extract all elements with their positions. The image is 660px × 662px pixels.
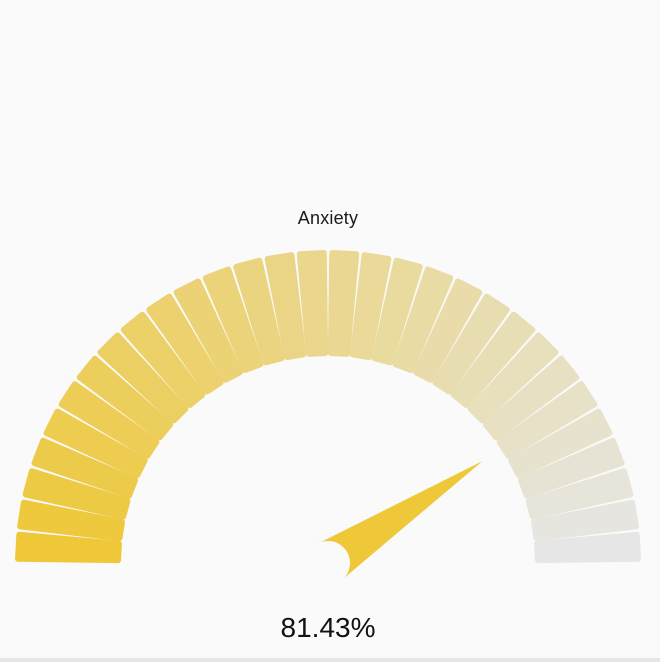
gauge-segment xyxy=(534,531,641,564)
gauge-segment xyxy=(173,278,243,383)
gauge-segment xyxy=(31,437,139,499)
gauge-segment xyxy=(97,332,189,424)
gauge-segment xyxy=(146,293,224,395)
gauge-segment xyxy=(17,499,126,542)
gauge-segment xyxy=(525,468,634,520)
gauge-segment xyxy=(392,266,454,374)
gauge-segment xyxy=(432,293,510,395)
gauge-segment xyxy=(482,355,580,441)
gauge-segment xyxy=(371,257,423,366)
gauge-value-label: 81.43% xyxy=(280,612,376,643)
gauge-segment xyxy=(22,468,131,520)
gauge-segments xyxy=(15,250,641,564)
gauge-segment xyxy=(496,381,598,459)
gauge-segment xyxy=(264,252,307,361)
gauge-segment xyxy=(530,499,639,542)
gauge-segment xyxy=(327,250,360,357)
gauge-segment xyxy=(202,266,264,374)
gauge-segment xyxy=(517,437,625,499)
gauge-segment xyxy=(233,257,285,366)
gauge-segment xyxy=(349,252,392,361)
gauge-segment xyxy=(58,381,160,459)
gauge-segment xyxy=(508,408,613,478)
gauge-segment xyxy=(120,311,206,409)
gauge-segment xyxy=(413,278,483,383)
gauge-segment xyxy=(43,408,148,478)
gauge-segment xyxy=(467,332,559,424)
gauge-segment xyxy=(450,311,536,409)
gauge-segment xyxy=(296,250,329,357)
window-bottom-edge xyxy=(0,658,660,662)
gauge-needle xyxy=(315,461,483,582)
gauge-title: Anxiety xyxy=(297,208,359,228)
gauge-segment xyxy=(76,355,174,441)
gauge-segment xyxy=(15,531,122,564)
